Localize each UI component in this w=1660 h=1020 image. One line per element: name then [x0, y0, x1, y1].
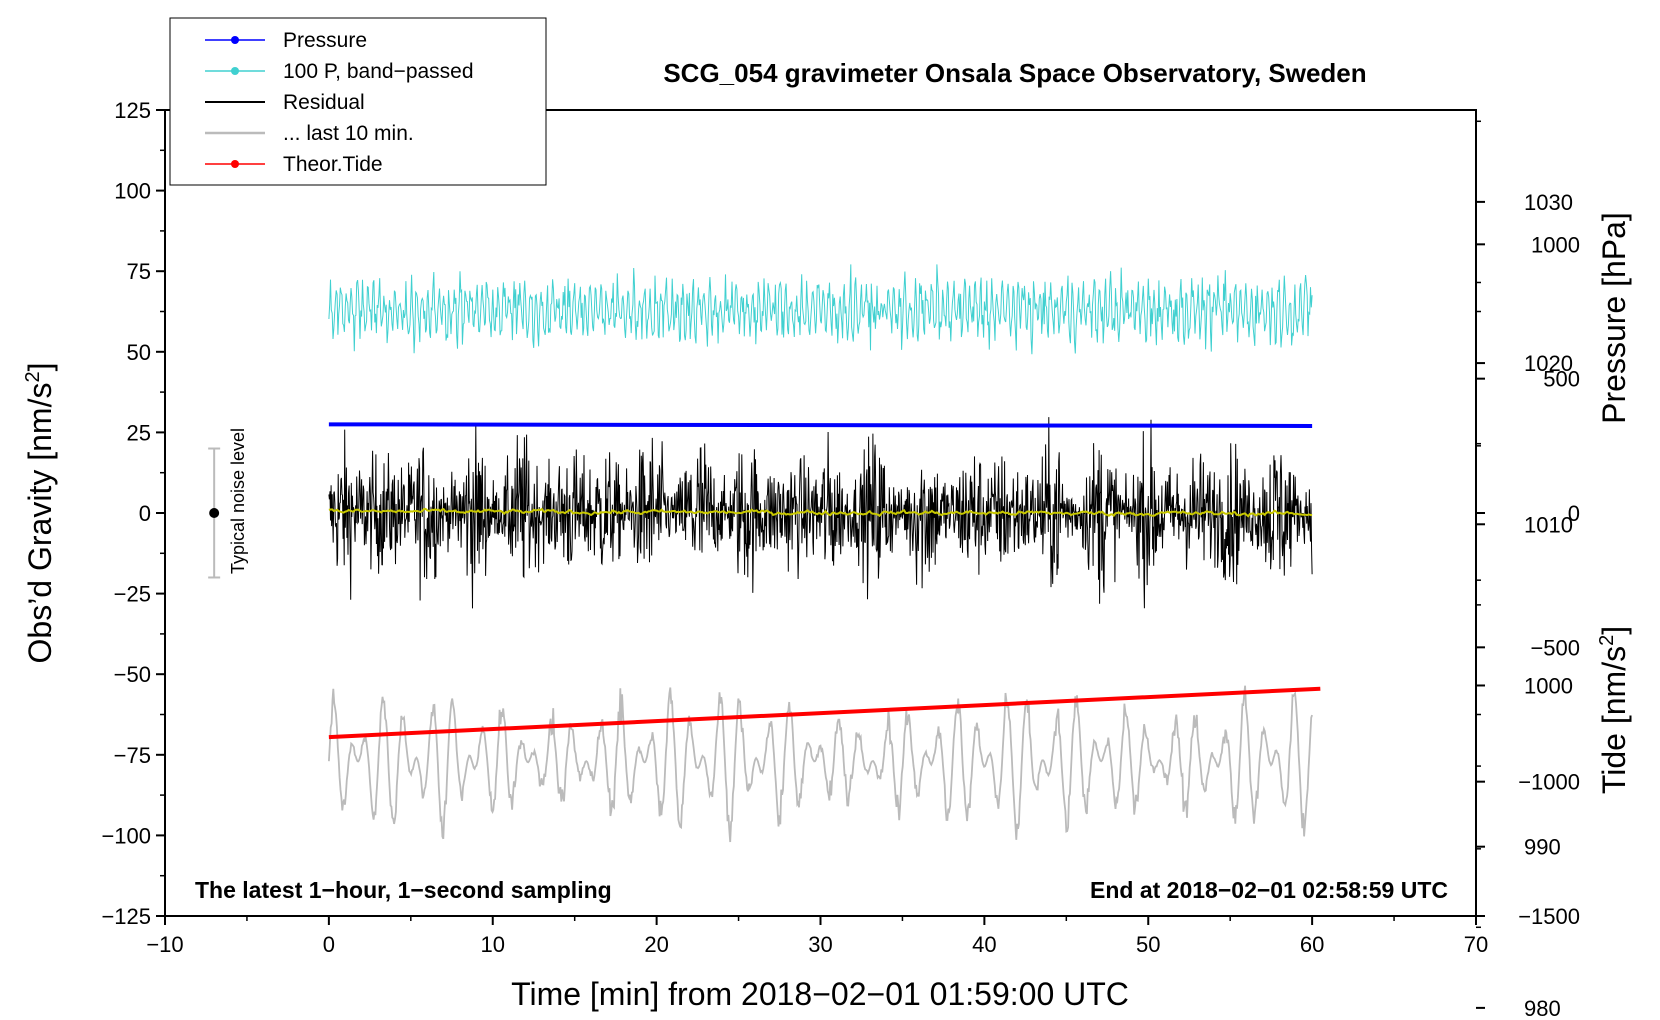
pressure-axis-title: Pressure [hPa] — [1596, 212, 1632, 424]
legend-marker — [231, 67, 239, 75]
x-tick-label: 60 — [1300, 932, 1324, 957]
legend-items: Pressure 100 P, band−passed Residual ... la… — [205, 29, 474, 176]
series-last-10-min — [328, 685, 1313, 843]
legend-label: ... last 10 min. — [283, 122, 414, 145]
series-pressure — [328, 422, 1313, 428]
tide-axis-title-main: Tide [nm/s — [1596, 646, 1632, 794]
pressure-tick-label: 990 — [1524, 835, 1561, 860]
tide-tick-label: −1000 — [1518, 770, 1580, 795]
pressure-tick-label: 1000 — [1524, 673, 1573, 698]
y-tick-label: 25 — [127, 420, 151, 445]
tide-tick-label: −1500 — [1518, 904, 1580, 929]
series-residual-smoothed — [328, 507, 1313, 518]
noise-indicator: Typical noise level — [208, 428, 248, 579]
y-axis-title-sup: 2 — [22, 371, 44, 382]
tide-tick-label: 500 — [1543, 367, 1580, 392]
legend-label: Pressure — [283, 29, 367, 52]
tide-axis-title: Tide [nm/s2] — [1596, 626, 1632, 794]
x-tick-label: 20 — [644, 932, 668, 957]
x-tick-label: 0 — [323, 932, 335, 957]
y-axis-title: Obs’d Gravity [nm/s2] — [22, 363, 58, 664]
x-tick-label: 70 — [1464, 932, 1488, 957]
tide-axis-title-end: ] — [1596, 626, 1632, 635]
x-axis-title: Time [min] from 2018−02−01 01:59:00 UTC — [511, 976, 1129, 1012]
noise-label: Typical noise level — [228, 428, 248, 574]
pressure-tick-label: 1010 — [1524, 512, 1573, 537]
y-tick-label: −100 — [101, 823, 151, 848]
y-axis-title-end: ] — [22, 363, 58, 372]
y-axis-title-main: Obs’d Gravity [nm/s — [22, 383, 58, 664]
legend-marker — [231, 36, 239, 44]
tide-tick-label: 1000 — [1531, 232, 1580, 257]
legend-marker — [231, 160, 239, 168]
tide-tick-label: −500 — [1530, 635, 1580, 660]
y-tick-label: −125 — [101, 904, 151, 929]
x-tick-label: 30 — [808, 932, 832, 957]
chart-title: SCG_054 gravimeter Onsala Space Observat… — [663, 58, 1366, 88]
y-tick-label: 75 — [127, 259, 151, 284]
y-tick-label: 50 — [127, 340, 151, 365]
pressure-tick-label: 1020 — [1524, 351, 1573, 376]
axis-layer: −10 0 10 20 30 40 50 60 701251007550250−25−50−75… — [101, 98, 1580, 1020]
x-tick-label: 10 — [481, 932, 505, 957]
x-tick-label: 40 — [972, 932, 996, 957]
series-residual — [328, 417, 1313, 609]
note-right: End at 2018−02−01 02:58:59 UTC — [1090, 877, 1448, 903]
x-tick-label: −10 — [146, 932, 183, 957]
x-tick-label: 50 — [1136, 932, 1160, 957]
y-tick-label: 0 — [139, 501, 151, 526]
tide-tick-label: 0 — [1568, 501, 1580, 526]
series-band-passed-pressure — [328, 264, 1313, 355]
note-left: The latest 1−hour, 1−second sampling — [195, 877, 612, 903]
y-tick-label: −25 — [114, 582, 151, 607]
y-tick-label: 100 — [114, 179, 151, 204]
pressure-tick-label: 980 — [1524, 996, 1561, 1020]
y-tick-label: −50 — [114, 662, 151, 687]
series-theor-tide — [328, 686, 1321, 740]
pressure-tick-label: 1030 — [1524, 190, 1573, 215]
series-layer — [328, 264, 1321, 843]
y-tick-label: −75 — [114, 743, 151, 768]
noise-dot — [209, 508, 220, 518]
legend-label: 100 P, band−passed — [283, 60, 474, 83]
legend-label: Theor.Tide — [283, 153, 383, 176]
legend: Pressure 100 P, band−passed Residual ... la… — [169, 17, 547, 186]
tide-axis-title-sup: 2 — [1596, 635, 1618, 646]
y-tick-label: 125 — [114, 98, 151, 123]
legend-label: Residual — [283, 91, 365, 114]
